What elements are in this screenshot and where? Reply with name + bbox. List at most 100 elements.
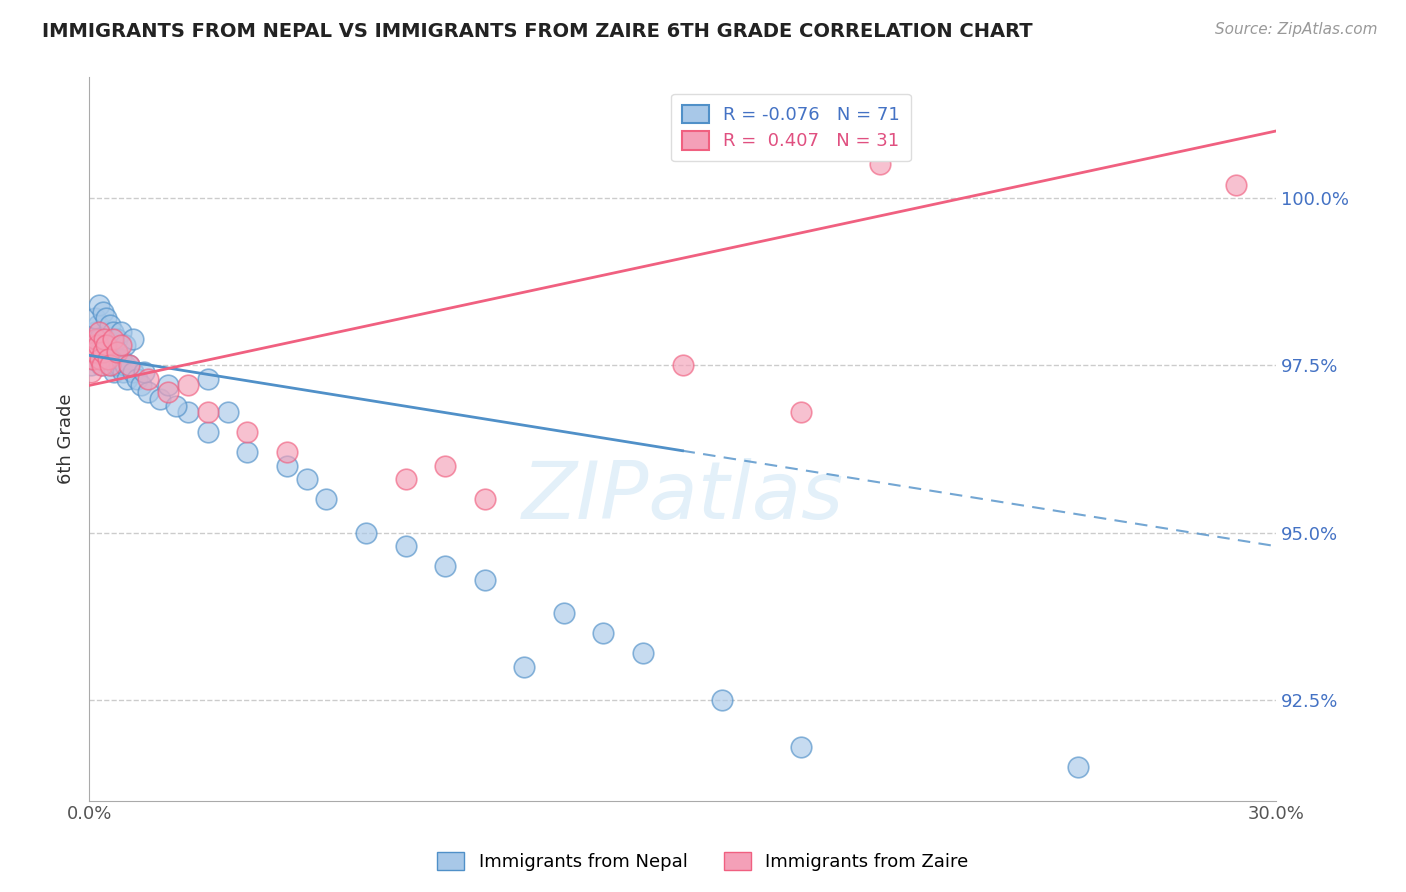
Point (94, 311, 117, 326)
Point (236, 445, 259, 459)
Point (84, 332, 107, 346)
Point (121, 332, 143, 346)
Point (110, 351, 132, 366)
Point (553, 606, 575, 620)
Point (101, 351, 124, 366)
Point (104, 351, 127, 366)
Point (790, 740, 813, 755)
Point (276, 445, 298, 459)
Point (111, 365, 134, 379)
Text: Source: ZipAtlas.com: Source: ZipAtlas.com (1215, 22, 1378, 37)
Point (157, 385, 180, 400)
Point (276, 458, 298, 473)
Point (121, 365, 143, 379)
Point (97, 359, 120, 373)
Point (474, 573, 496, 587)
Point (134, 365, 156, 379)
Point (101, 359, 124, 373)
Point (474, 492, 496, 507)
Point (90, 351, 112, 366)
Point (87, 325, 110, 339)
Point (90, 359, 112, 373)
Point (84, 345, 107, 359)
Point (83, 338, 105, 352)
Point (110, 325, 132, 339)
Point (138, 385, 160, 400)
Point (434, 458, 457, 473)
Point (91, 305, 114, 319)
Point (114, 338, 136, 352)
Point (592, 626, 614, 640)
Point (1225, 178, 1247, 192)
Point (87, 338, 110, 352)
Legend: Immigrants from Nepal, Immigrants from Zaire: Immigrants from Nepal, Immigrants from Z… (430, 845, 976, 879)
Point (96, 338, 118, 352)
Point (87, 298, 110, 312)
Point (315, 492, 337, 507)
Point (236, 425, 259, 440)
Point (105, 345, 128, 359)
Point (93, 351, 115, 366)
Point (295, 472, 318, 486)
Point (80, 359, 103, 373)
Point (394, 472, 416, 486)
Point (97, 351, 120, 366)
Point (94, 338, 117, 352)
Point (103, 365, 125, 379)
Point (87, 332, 110, 346)
Point (1067, 760, 1090, 774)
Point (354, 525, 377, 540)
Point (217, 405, 239, 419)
Point (97, 351, 120, 366)
Point (98, 345, 121, 359)
Point (177, 405, 200, 419)
Point (138, 372, 160, 386)
Point (117, 359, 139, 373)
Point (89, 345, 111, 359)
Point (94, 332, 117, 346)
Point (125, 372, 148, 386)
Point (84, 325, 107, 339)
Point (100, 338, 122, 352)
Point (84, 332, 107, 346)
Point (115, 372, 138, 386)
Point (197, 425, 219, 440)
Point (434, 559, 457, 574)
Text: ZIPatlas: ZIPatlas (522, 458, 844, 536)
Text: IMMIGRANTS FROM NEPAL VS IMMIGRANTS FROM ZAIRE 6TH GRADE CORRELATION CHART: IMMIGRANTS FROM NEPAL VS IMMIGRANTS FROM… (42, 22, 1033, 41)
Legend: R = -0.076   N = 71, R =  0.407   N = 31: R = -0.076 N = 71, R = 0.407 N = 31 (671, 94, 911, 161)
Point (114, 359, 136, 373)
Point (790, 405, 813, 419)
Point (89, 351, 111, 366)
Point (82, 338, 104, 352)
Point (104, 359, 127, 373)
Point (105, 345, 128, 359)
Point (80, 365, 103, 379)
Point (105, 332, 128, 346)
Point (87, 318, 110, 333)
Point (129, 378, 152, 392)
Point (869, 157, 891, 171)
Point (82, 351, 104, 366)
Point (671, 359, 693, 373)
Point (90, 359, 112, 373)
Point (107, 359, 129, 373)
Point (197, 405, 219, 419)
Point (107, 351, 129, 366)
Point (631, 646, 654, 660)
Point (93, 332, 115, 346)
Point (165, 399, 187, 413)
Point (197, 372, 219, 386)
Point (94, 345, 117, 359)
Point (80, 351, 103, 366)
Point (86, 338, 108, 352)
Point (110, 338, 132, 352)
Point (177, 378, 200, 392)
Point (117, 359, 139, 373)
Point (91, 338, 114, 352)
Point (711, 693, 734, 707)
Point (101, 332, 124, 346)
Point (513, 659, 536, 673)
Y-axis label: 6th Grade: 6th Grade (58, 393, 75, 484)
Point (157, 378, 180, 392)
